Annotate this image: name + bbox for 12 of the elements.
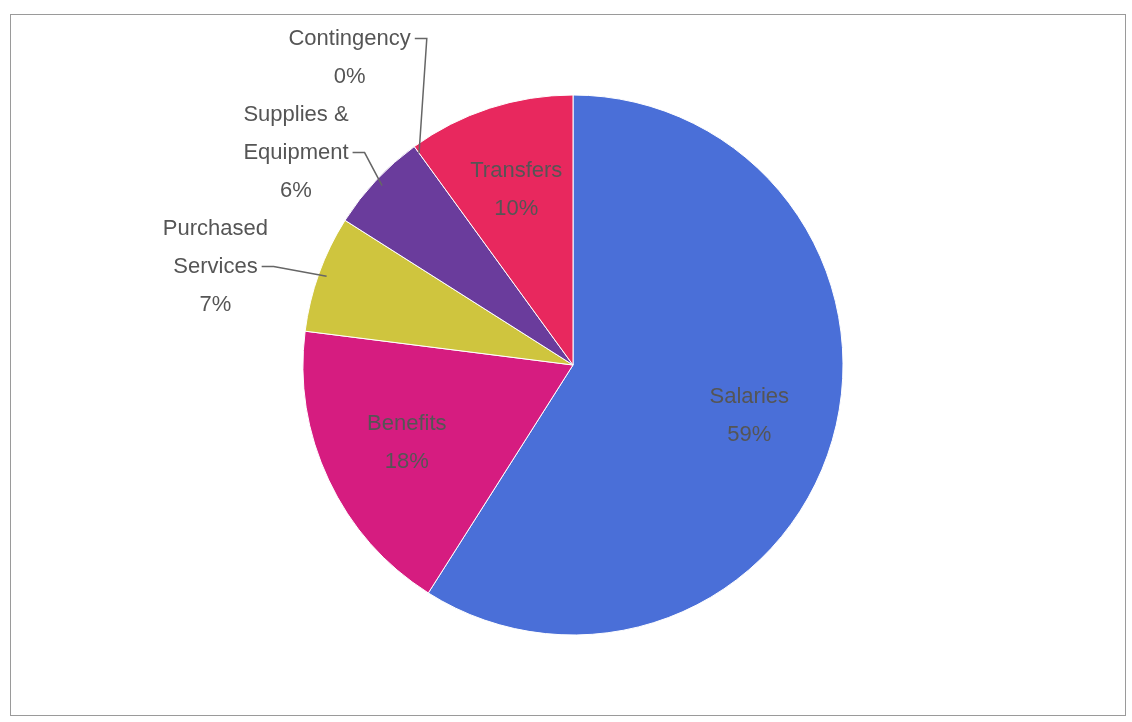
data-label: 6%	[280, 176, 312, 202]
data-label: 59%	[727, 421, 772, 447]
slice-label: Supplies & Equipment	[243, 100, 349, 164]
slice-label: Salaries	[709, 383, 790, 409]
slice-label: Purchased Services	[162, 214, 269, 278]
data-label: 7%	[199, 290, 232, 316]
category-label: Contingency	[288, 24, 411, 50]
data-label: 18%	[384, 448, 429, 474]
data-label: 10%	[494, 195, 539, 221]
slice-label: Transfers	[470, 157, 563, 183]
text: 0%	[333, 62, 366, 88]
slice-label: Benefits	[367, 410, 447, 436]
